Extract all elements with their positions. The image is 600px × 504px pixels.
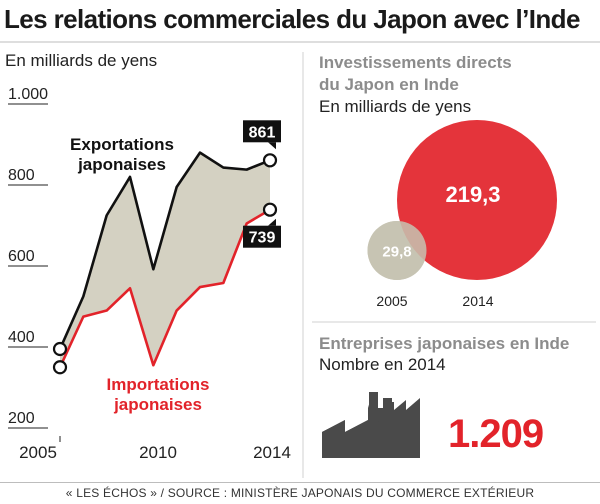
bubble-2014: [397, 120, 557, 280]
exports-end-badge-text: 861: [249, 124, 276, 141]
imports-label-line2: japonaises: [113, 395, 202, 414]
x-tick-label: 2014: [253, 443, 291, 462]
fdi-subtitle: En milliards de yens: [319, 97, 472, 116]
imports-point: [262, 202, 278, 217]
companies-subtitle: Nombre en 2014: [319, 355, 446, 374]
trade-chart-svg: 1.000 800 600 400 200 2005 2010 2014 Exportation…: [0, 41, 600, 478]
fdi-title-line2: du Japon en Inde: [319, 75, 459, 94]
companies-value: 1.209: [448, 412, 544, 456]
bubble-chart: 29,8 2005 219,3 2014: [367, 120, 557, 309]
chart-title: Les relations commerciales du Japon avec…: [4, 4, 580, 34]
y-tick-label: 200: [8, 410, 35, 427]
footer-source-text: « LES ÉCHOS » / SOURCE : MINISTÈRE JAPON…: [65, 486, 535, 500]
exports-end-badge-box: [243, 120, 281, 143]
exports-end-badge-pointer: [268, 142, 276, 150]
exports-line: [58, 151, 271, 350]
y-tick-label: 800: [8, 167, 35, 184]
bubble-value-label: 219,3: [445, 182, 500, 207]
bubble-year-label: 2005: [376, 293, 407, 309]
imports-line: [58, 208, 271, 368]
y-tick-label: 600: [8, 248, 35, 265]
factory-icon: [322, 392, 420, 458]
fdi-title-line1: Investissements directs: [319, 53, 512, 72]
bubble-year-label: 2014: [462, 293, 493, 309]
x-tick-label: 2010: [139, 443, 177, 462]
exports-label-line2: japonaises: [77, 155, 166, 174]
imports-end-badge-box: [243, 225, 281, 248]
bubble-value-label: 29,8: [382, 244, 411, 261]
bubble-overlay-2005: [367, 221, 427, 280]
exports-point: [262, 153, 278, 168]
y-tick-label: 400: [8, 329, 35, 346]
x-tick-label: 2005: [19, 443, 57, 462]
exports-point: [52, 341, 68, 357]
chart-subtitle: En milliards de yens: [5, 51, 158, 70]
imports-end-badge-pointer: [268, 218, 276, 226]
exports-label-line1: Exportations: [70, 135, 174, 154]
imports-end-badge-text: 739: [249, 230, 276, 247]
y-tick-label: 1.000: [8, 86, 48, 103]
imports-label-line1: Importations: [107, 375, 210, 394]
footer-source: « LES ÉCHOS » / SOURCE : MINISTÈRE JAPON…: [0, 482, 600, 504]
imports-point: [52, 360, 68, 375]
line-chart: 1.000 800 600 400 200 2005 2010 2014 Exportation…: [8, 86, 291, 462]
companies-title: Entreprises japonaises en Inde: [319, 334, 570, 353]
